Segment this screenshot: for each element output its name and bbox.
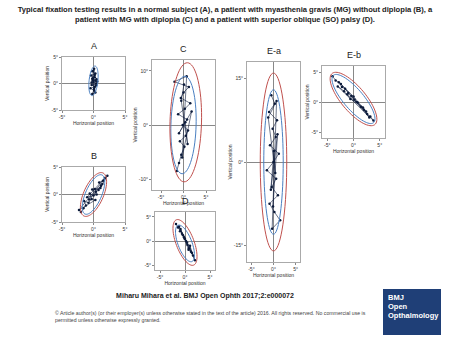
svg-text:0°: 0° xyxy=(143,122,148,128)
svg-text:-5°: -5° xyxy=(312,129,318,135)
svg-text:5°: 5° xyxy=(53,164,58,170)
html-text:BMJ: BMJ xyxy=(388,293,404,302)
svg-text:5°: 5° xyxy=(293,266,298,272)
svg-text:10°: 10° xyxy=(140,68,148,74)
svg-text:Vertical position: Vertical position xyxy=(44,66,50,101)
svg-text:A: A xyxy=(91,41,97,51)
svg-text:0°: 0° xyxy=(351,142,356,148)
svg-text:C: C xyxy=(180,44,187,54)
svg-text:Horizontal position: Horizontal position xyxy=(163,200,204,206)
svg-text:E-b: E-b xyxy=(347,50,361,60)
svg-text:5°: 5° xyxy=(208,274,213,280)
svg-text:Vertical position: Vertical position xyxy=(132,107,138,142)
svg-text:Vertical position: Vertical position xyxy=(227,144,233,179)
svg-text:-5°: -5° xyxy=(145,262,151,268)
svg-text:Horizontal position: Horizontal position xyxy=(73,120,114,126)
svg-text:0°: 0° xyxy=(91,226,96,232)
svg-text:D: D xyxy=(182,196,189,206)
html-text:Open: Open xyxy=(388,302,408,311)
svg-text:5°: 5° xyxy=(313,69,318,75)
svg-text:Vertical position: Vertical position xyxy=(44,177,50,212)
svg-text:15°: 15° xyxy=(235,75,243,81)
svg-text:0°: 0° xyxy=(271,266,276,272)
html-text:Miharu Mihara et al. BMJ Open: Miharu Mihara et al. BMJ Open Ophth 2017… xyxy=(116,292,294,299)
svg-text:5°: 5° xyxy=(123,226,128,232)
svg-text:0°: 0° xyxy=(183,274,188,280)
svg-text:0°: 0° xyxy=(313,99,318,105)
svg-text:-5°: -5° xyxy=(52,219,58,225)
svg-text:-5°: -5° xyxy=(59,226,65,232)
svg-text:0°: 0° xyxy=(53,80,58,86)
svg-text:-5°: -5° xyxy=(248,266,254,272)
svg-text:-5°: -5° xyxy=(157,274,163,280)
svg-text:5°: 5° xyxy=(146,214,151,220)
svg-text:Horizontal position: Horizontal position xyxy=(333,148,374,154)
svg-text:B: B xyxy=(91,151,97,161)
svg-text:5°: 5° xyxy=(204,194,209,200)
svg-text:-5°: -5° xyxy=(59,114,65,120)
svg-text:-5°: -5° xyxy=(52,107,58,113)
svg-text:-5°: -5° xyxy=(324,142,330,148)
html-text:Typical fixation testing resul: Typical fixation testing results in a no… xyxy=(17,5,433,24)
svg-text:E-a: E-a xyxy=(267,46,281,56)
svg-text:5°: 5° xyxy=(377,142,382,148)
svg-text:Horizontal position: Horizontal position xyxy=(164,280,205,286)
svg-text:5°: 5° xyxy=(53,54,58,60)
svg-text:5°: 5° xyxy=(123,114,128,120)
html-text:© Article author(s) (or their: © Article author(s) (or their employer(s… xyxy=(55,310,366,323)
svg-text:0°: 0° xyxy=(53,191,58,197)
svg-text:Horizontal position: Horizontal position xyxy=(253,272,294,278)
svg-text:0°: 0° xyxy=(146,238,151,244)
svg-text:0°: 0° xyxy=(181,194,186,200)
svg-text:-5°: -5° xyxy=(158,194,164,200)
svg-text:-10°: -10° xyxy=(139,176,148,182)
svg-text:Vertical position: Vertical position xyxy=(304,84,310,119)
svg-text:0°: 0° xyxy=(91,114,96,120)
html-text:Opthalmology: Opthalmology xyxy=(388,311,439,320)
svg-text:Horizontal position: Horizontal position xyxy=(73,232,114,238)
svg-text:0°: 0° xyxy=(238,159,243,165)
svg-text:-15°: -15° xyxy=(234,242,243,248)
